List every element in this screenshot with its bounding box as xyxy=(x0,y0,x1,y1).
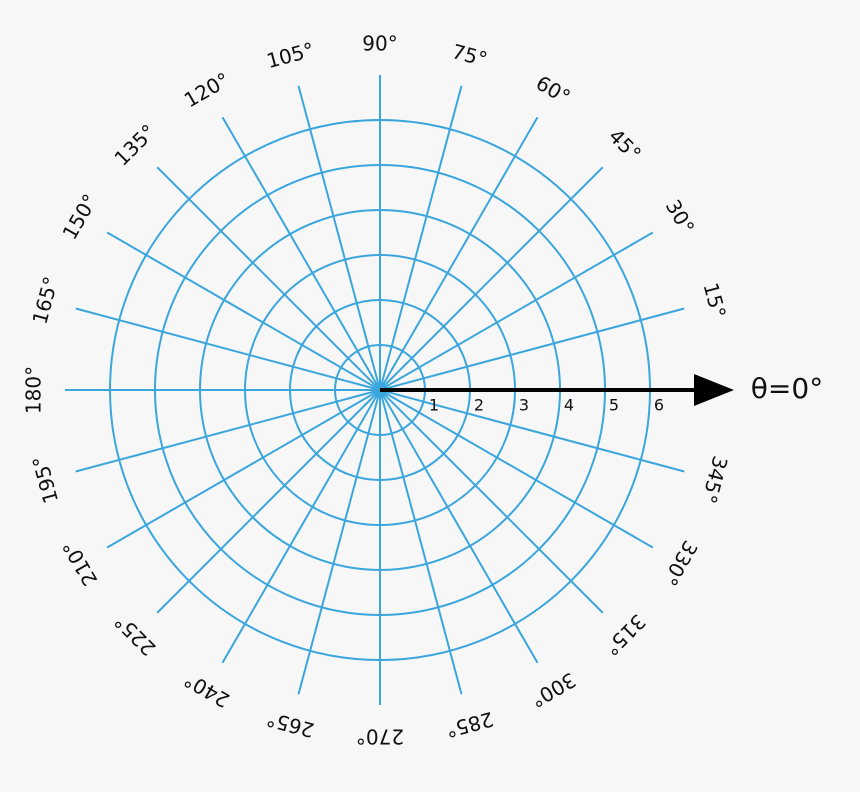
angle-label: 270° xyxy=(356,725,404,749)
spoke xyxy=(379,389,685,473)
radius-label: 4 xyxy=(564,396,574,415)
spoke xyxy=(297,85,381,391)
spoke xyxy=(379,389,604,614)
spoke xyxy=(221,116,381,391)
arrow-label: θ=0° xyxy=(751,372,823,405)
radius-label: 3 xyxy=(519,396,529,415)
spoke xyxy=(221,389,381,664)
spoke xyxy=(75,307,381,391)
spoke xyxy=(379,389,539,664)
spoke xyxy=(379,116,539,391)
radius-label: 5 xyxy=(609,396,619,415)
spoke xyxy=(379,166,604,391)
spoke xyxy=(156,166,381,391)
spoke xyxy=(75,389,381,473)
angle-label: 180° xyxy=(22,366,46,414)
spoke xyxy=(379,389,463,695)
radius-label: 2 xyxy=(474,396,484,415)
spoke xyxy=(379,307,685,391)
spoke xyxy=(379,85,463,391)
spoke xyxy=(379,389,654,549)
angle-label: 90° xyxy=(362,32,397,56)
spoke xyxy=(106,231,381,391)
spoke xyxy=(297,389,381,695)
spoke xyxy=(156,389,381,614)
spoke xyxy=(379,231,654,391)
spoke xyxy=(106,389,381,549)
radius-label: 6 xyxy=(654,396,664,415)
radius-label: 1 xyxy=(429,396,439,415)
